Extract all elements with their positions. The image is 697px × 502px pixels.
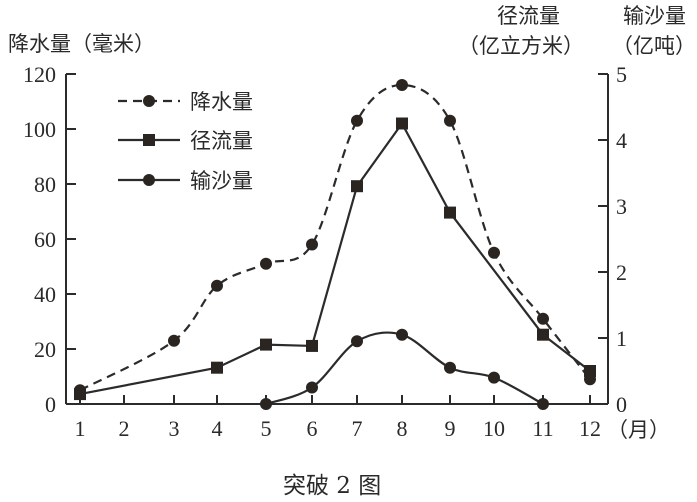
circle-marker-icon [211,279,223,292]
circle-marker-icon [444,114,456,127]
circle-marker-icon [260,257,272,270]
series-line-降水量 [79,83,591,392]
circle-marker-icon [306,238,318,251]
x-axis-tick-label: 2 [119,416,130,441]
runoff-axis-unit: （亿立方米） [458,34,584,58]
left-axis-title: 降水量（毫米） [8,32,155,56]
circle-marker-icon [168,334,180,347]
left-axis-tick-label: 100 [23,117,56,142]
circle-marker-icon [260,398,272,410]
left-axis-tick-label: 80 [34,172,56,197]
right-axis-tick-label: 3 [616,194,627,219]
legend-circle-icon [143,174,155,186]
sediment-axis-unit: （亿吨） [612,34,696,58]
circle-marker-icon [306,381,318,394]
circle-marker-icon [351,335,363,348]
left-axis-tick-label: 0 [45,392,56,417]
right-axis-tick-label: 2 [616,260,627,285]
right-axis-tick-label: 1 [616,326,627,351]
circle-marker-icon [488,246,500,259]
right-axis-tick-label: 4 [616,128,627,153]
legend-circle-icon [143,95,155,107]
legend-label-sediment: 输沙量 [190,169,253,193]
circle-marker-icon [444,361,456,374]
series-line-径流量 [79,121,591,396]
square-marker-icon [351,180,363,193]
square-marker-icon [396,117,408,130]
circle-marker-icon [396,79,408,91]
square-marker-icon [584,365,596,377]
figure-caption: 突破 2 图 [283,473,382,499]
legend-label-runoff: 径流量 [190,129,253,153]
x-axis-tick-label: 12 [579,416,601,441]
square-marker-icon [260,338,272,351]
square-marker-icon [306,339,318,352]
circle-marker-icon [351,114,363,127]
square-marker-icon [74,388,86,401]
x-axis-tick-label: 7 [352,416,363,441]
circle-marker-icon [537,398,549,410]
x-axis-tick-label: 1 [75,416,86,441]
x-axis-tick-label: 3 [169,416,180,441]
circle-marker-icon [396,328,408,341]
left-axis-tick-label: 40 [34,282,56,307]
sediment-axis-title: 输沙量 [623,4,686,28]
circle-marker-icon [537,312,549,325]
x-axis-tick-label: 10 [483,416,505,441]
square-marker-icon [211,361,223,374]
x-axis-tick-label: 4 [212,416,223,441]
left-axis-tick-label: 120 [23,62,56,87]
x-axis-tick-label: 6 [307,416,318,441]
x-axis-unit: （月） [607,418,670,442]
square-marker-icon [537,328,549,341]
x-axis-tick-label: 8 [397,416,408,441]
x-axis-tick-label: 11 [532,416,553,441]
x-axis-tick-label: 9 [445,416,456,441]
runoff-axis-title: 径流量 [497,4,560,28]
square-marker-icon [444,206,456,219]
legend-label-precip: 降水量 [190,90,253,114]
circle-marker-icon [488,371,500,384]
right-axis-tick-label: 5 [616,62,627,87]
x-axis-tick-label: 5 [261,416,272,441]
legend-square-icon [143,134,155,146]
right-axis-tick-label: 0 [616,392,627,417]
left-axis-tick-label: 20 [34,337,56,362]
left-axis-tick-label: 60 [34,227,56,252]
